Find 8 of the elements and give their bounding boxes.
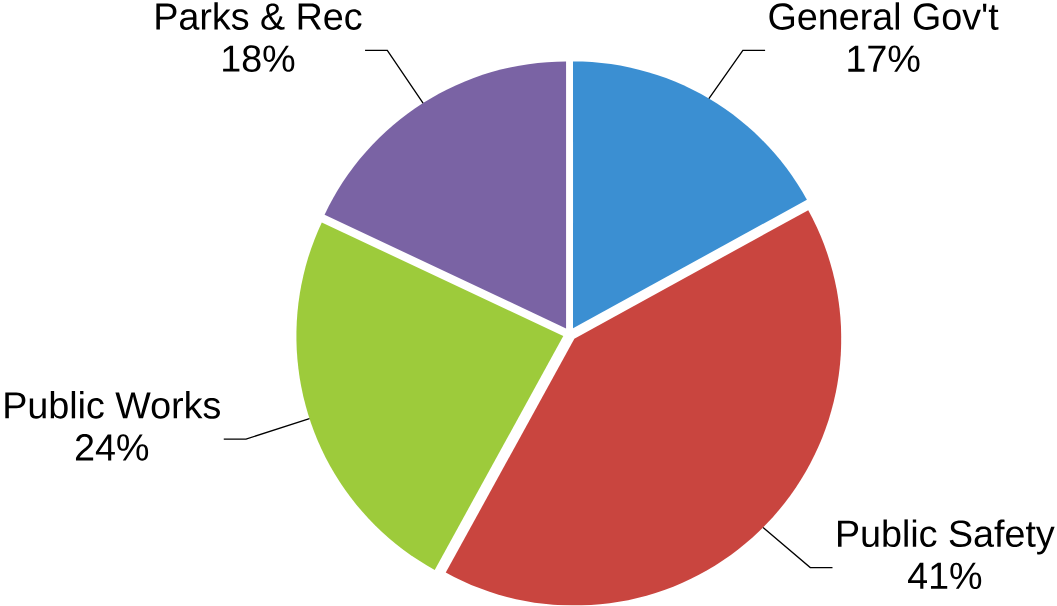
slice-label: Public Safety <box>838 519 1055 555</box>
slice-label: Parks & Rec <box>156 2 362 31</box>
data-label: 17% <box>848 45 920 73</box>
data-label: 24% <box>75 434 149 461</box>
slice-label: General Gov't <box>769 2 999 31</box>
data-label: 18% <box>223 45 295 73</box>
slice-label: Public Works <box>5 391 220 419</box>
data-label: 41% <box>908 562 982 590</box>
